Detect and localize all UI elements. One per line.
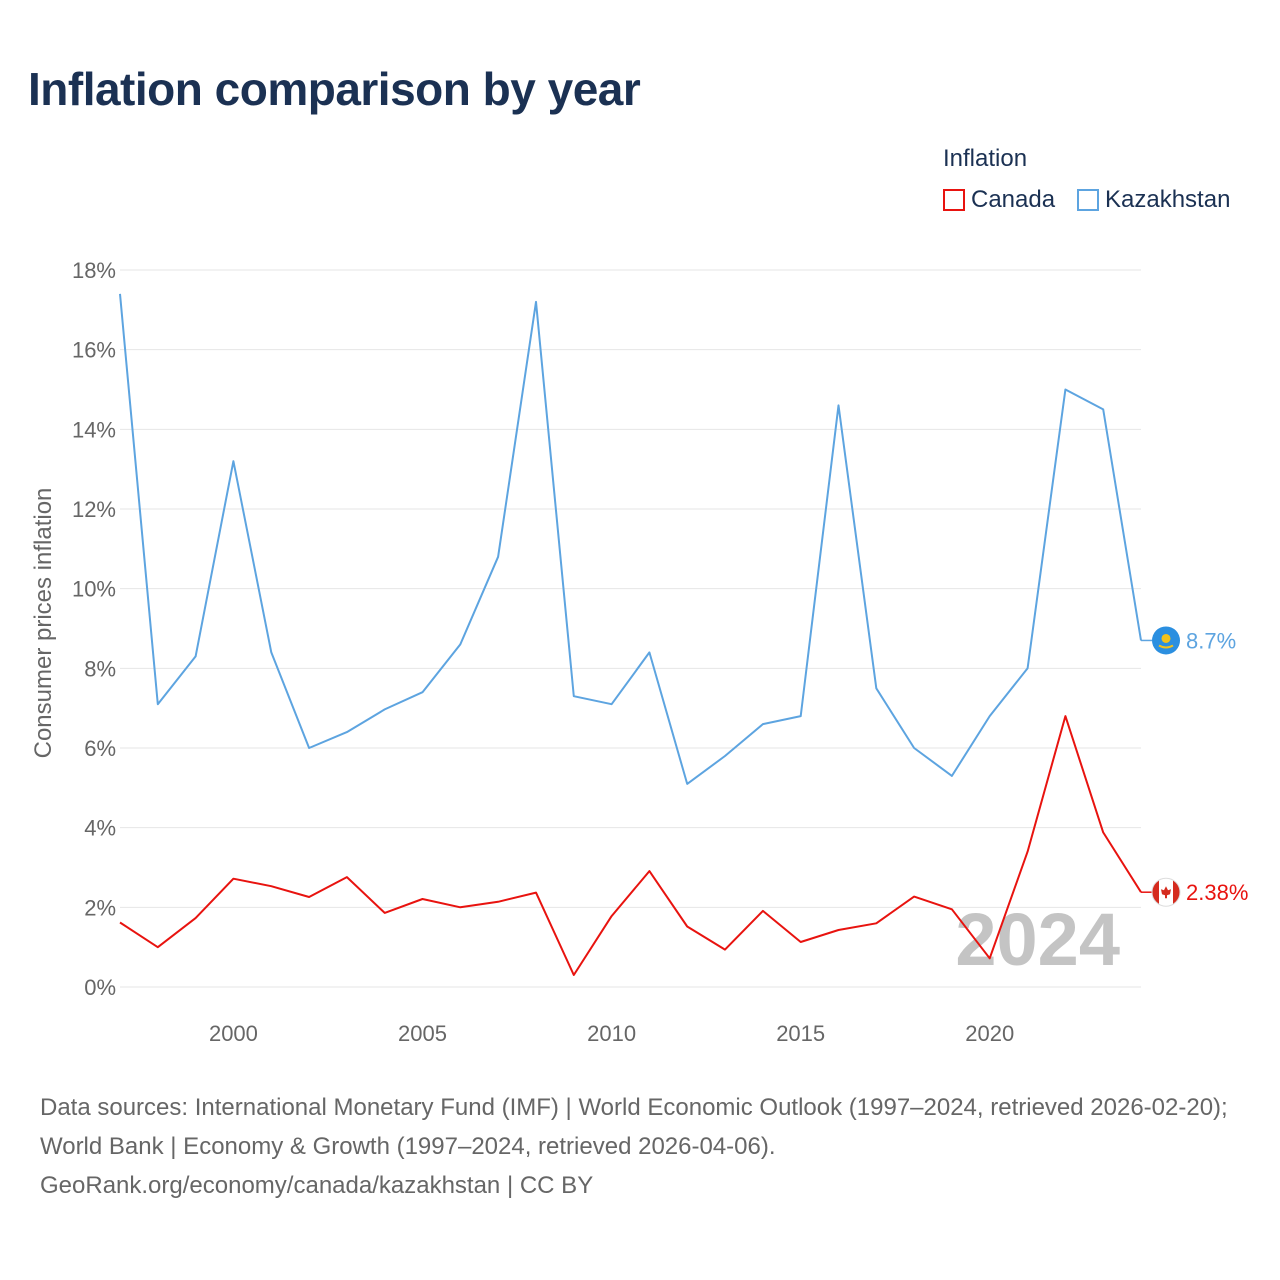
y-tick-label: 14% [72, 417, 116, 442]
x-tick-label: 2000 [209, 1021, 258, 1046]
x-tick-label: 2010 [587, 1021, 636, 1046]
x-axis-ticks: 2000 2005 2010 2015 2020 [209, 1021, 1014, 1046]
legend-title: Inflation [943, 145, 1028, 172]
y-tick-label: 16% [72, 338, 116, 363]
legend-item-canada[interactable]: Canada [943, 186, 1055, 214]
chart-title: Inflation comparison by year [28, 63, 641, 115]
line-chart: 0%2%4%6%8%10%12%14%16%18% 2000 2005 2010 20… [30, 258, 1248, 1046]
y-tick-label: 8% [84, 656, 116, 681]
y-axis-label: Consumer prices inflation [30, 488, 57, 759]
y-tick-label: 12% [72, 497, 116, 522]
y-tick-label: 0% [84, 975, 116, 1000]
legend-label-kazakhstan: Kazakhstan [1105, 186, 1231, 213]
attribution-text[interactable]: GeoRank.org/economy/canada/kazakhstan | … [40, 1172, 594, 1199]
series-lines [119, 293, 1142, 976]
series-line-kazakhstan[interactable] [119, 293, 1142, 785]
year-watermark: 2024 [955, 898, 1120, 981]
y-axis-ticks: 0% 2% 4% 6% 8% 10% 12% 14% 16% 18% [72, 258, 116, 1000]
kazakhstan-flag-icon [1152, 626, 1180, 655]
footer: Data sources: International Monetary Fun… [40, 1088, 1250, 1205]
y-tick-label: 6% [84, 736, 116, 761]
x-tick-label: 2020 [965, 1021, 1014, 1046]
legend-label-canada: Canada [971, 186, 1056, 213]
y-tick-label: 18% [72, 258, 116, 283]
end-label-kazakhstan: 8.7% [1186, 628, 1236, 653]
end-labels: 8.7% 2.38% [1141, 626, 1248, 907]
x-tick-label: 2005 [398, 1021, 447, 1046]
grid-lines [120, 269, 1141, 988]
data-sources-text: Data sources: International Monetary Fun… [40, 1094, 1228, 1160]
series-line-canada[interactable] [119, 715, 1142, 976]
y-tick-label: 10% [72, 577, 116, 602]
legend-swatch-canada [943, 189, 965, 211]
y-tick-label: 2% [84, 895, 116, 920]
legend-item-kazakhstan[interactable]: Kazakhstan [1077, 186, 1230, 214]
canada-flag-icon [1151, 877, 1181, 907]
x-tick-label: 2015 [776, 1021, 825, 1046]
legend-swatch-kazakhstan [1077, 189, 1099, 211]
end-label-canada: 2.38% [1186, 880, 1248, 905]
y-tick-label: 4% [84, 816, 116, 841]
